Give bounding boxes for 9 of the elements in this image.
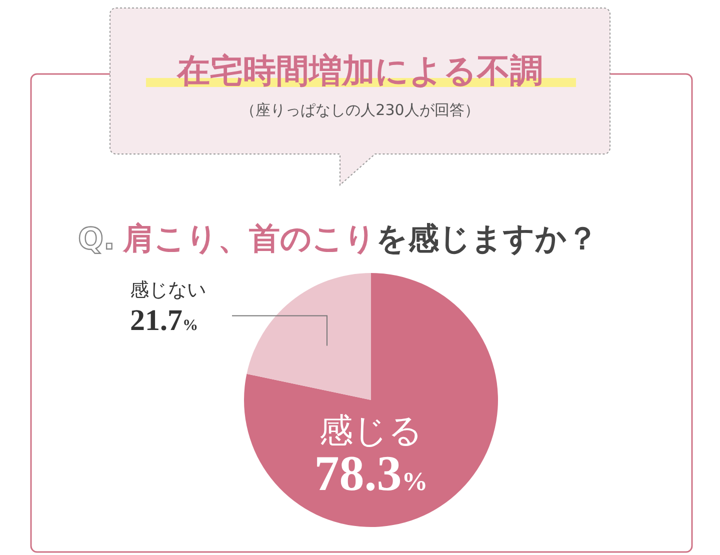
text: Q. [78,222,115,257]
text: を感じますか？ [376,221,598,257]
slice-label: 感じない [130,278,206,301]
slice-label: 感じる [319,411,423,451]
pie-slice [244,273,498,527]
text: 肩こり、首のこり [122,221,376,257]
chart-subtitle: （座りっぱなしの人230人が回答） [240,101,480,119]
data-label: 21.7% [130,304,198,337]
pie-slice [246,273,371,400]
